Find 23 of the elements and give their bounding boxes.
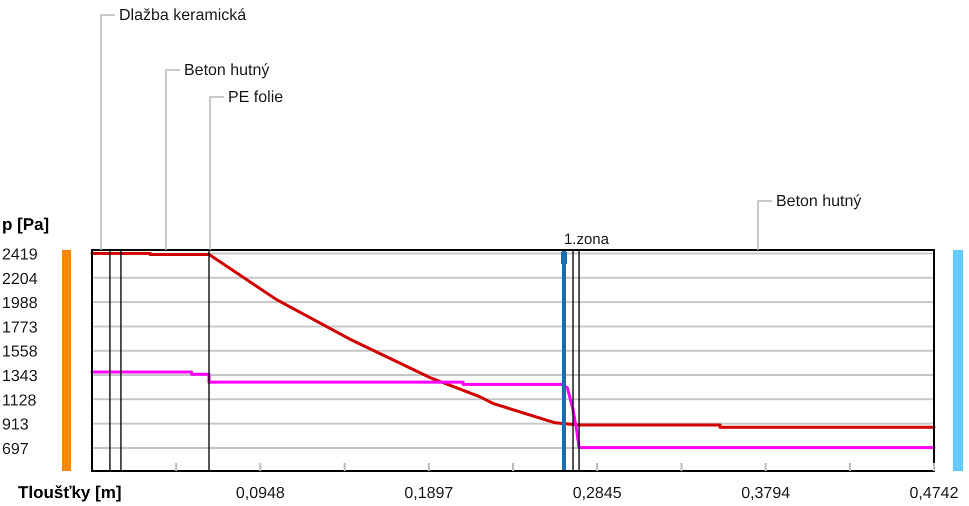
text: PE folie (228, 89, 284, 106)
x-tick-label: 0,3794 (741, 485, 790, 502)
line-series (90, 252, 936, 429)
line-series (90, 370, 936, 450)
y-tick-label: 697 (2, 440, 29, 458)
y-tick-label: 1558 (2, 344, 38, 361)
y-tick-label: 2419 (2, 246, 38, 264)
x-tick-label: 0,2845 (572, 485, 622, 502)
y-tick-label: 1343 (2, 368, 38, 386)
y-axis-title: p [Pa] (2, 215, 50, 234)
y-tick-label: 2204 (2, 270, 38, 288)
text: Beton hutný (184, 62, 270, 79)
y-tick-label: 1988 (2, 295, 38, 312)
x-tick-label: 0,4742 (910, 485, 959, 502)
x-tick-label: 0,1897 (404, 485, 454, 502)
ref-line-label: 1.zona (564, 231, 610, 248)
x-axis-title: Tloušťky [m] (18, 483, 122, 502)
y-tick-label: 1773 (2, 319, 38, 336)
text: Dlažba keramická (119, 7, 246, 24)
x-tick-label: 0,0948 (236, 485, 285, 502)
text: Beton hutný (776, 193, 862, 210)
y-tick-label: 913 (2, 416, 29, 434)
y-tick-label: 1128 (2, 392, 37, 410)
